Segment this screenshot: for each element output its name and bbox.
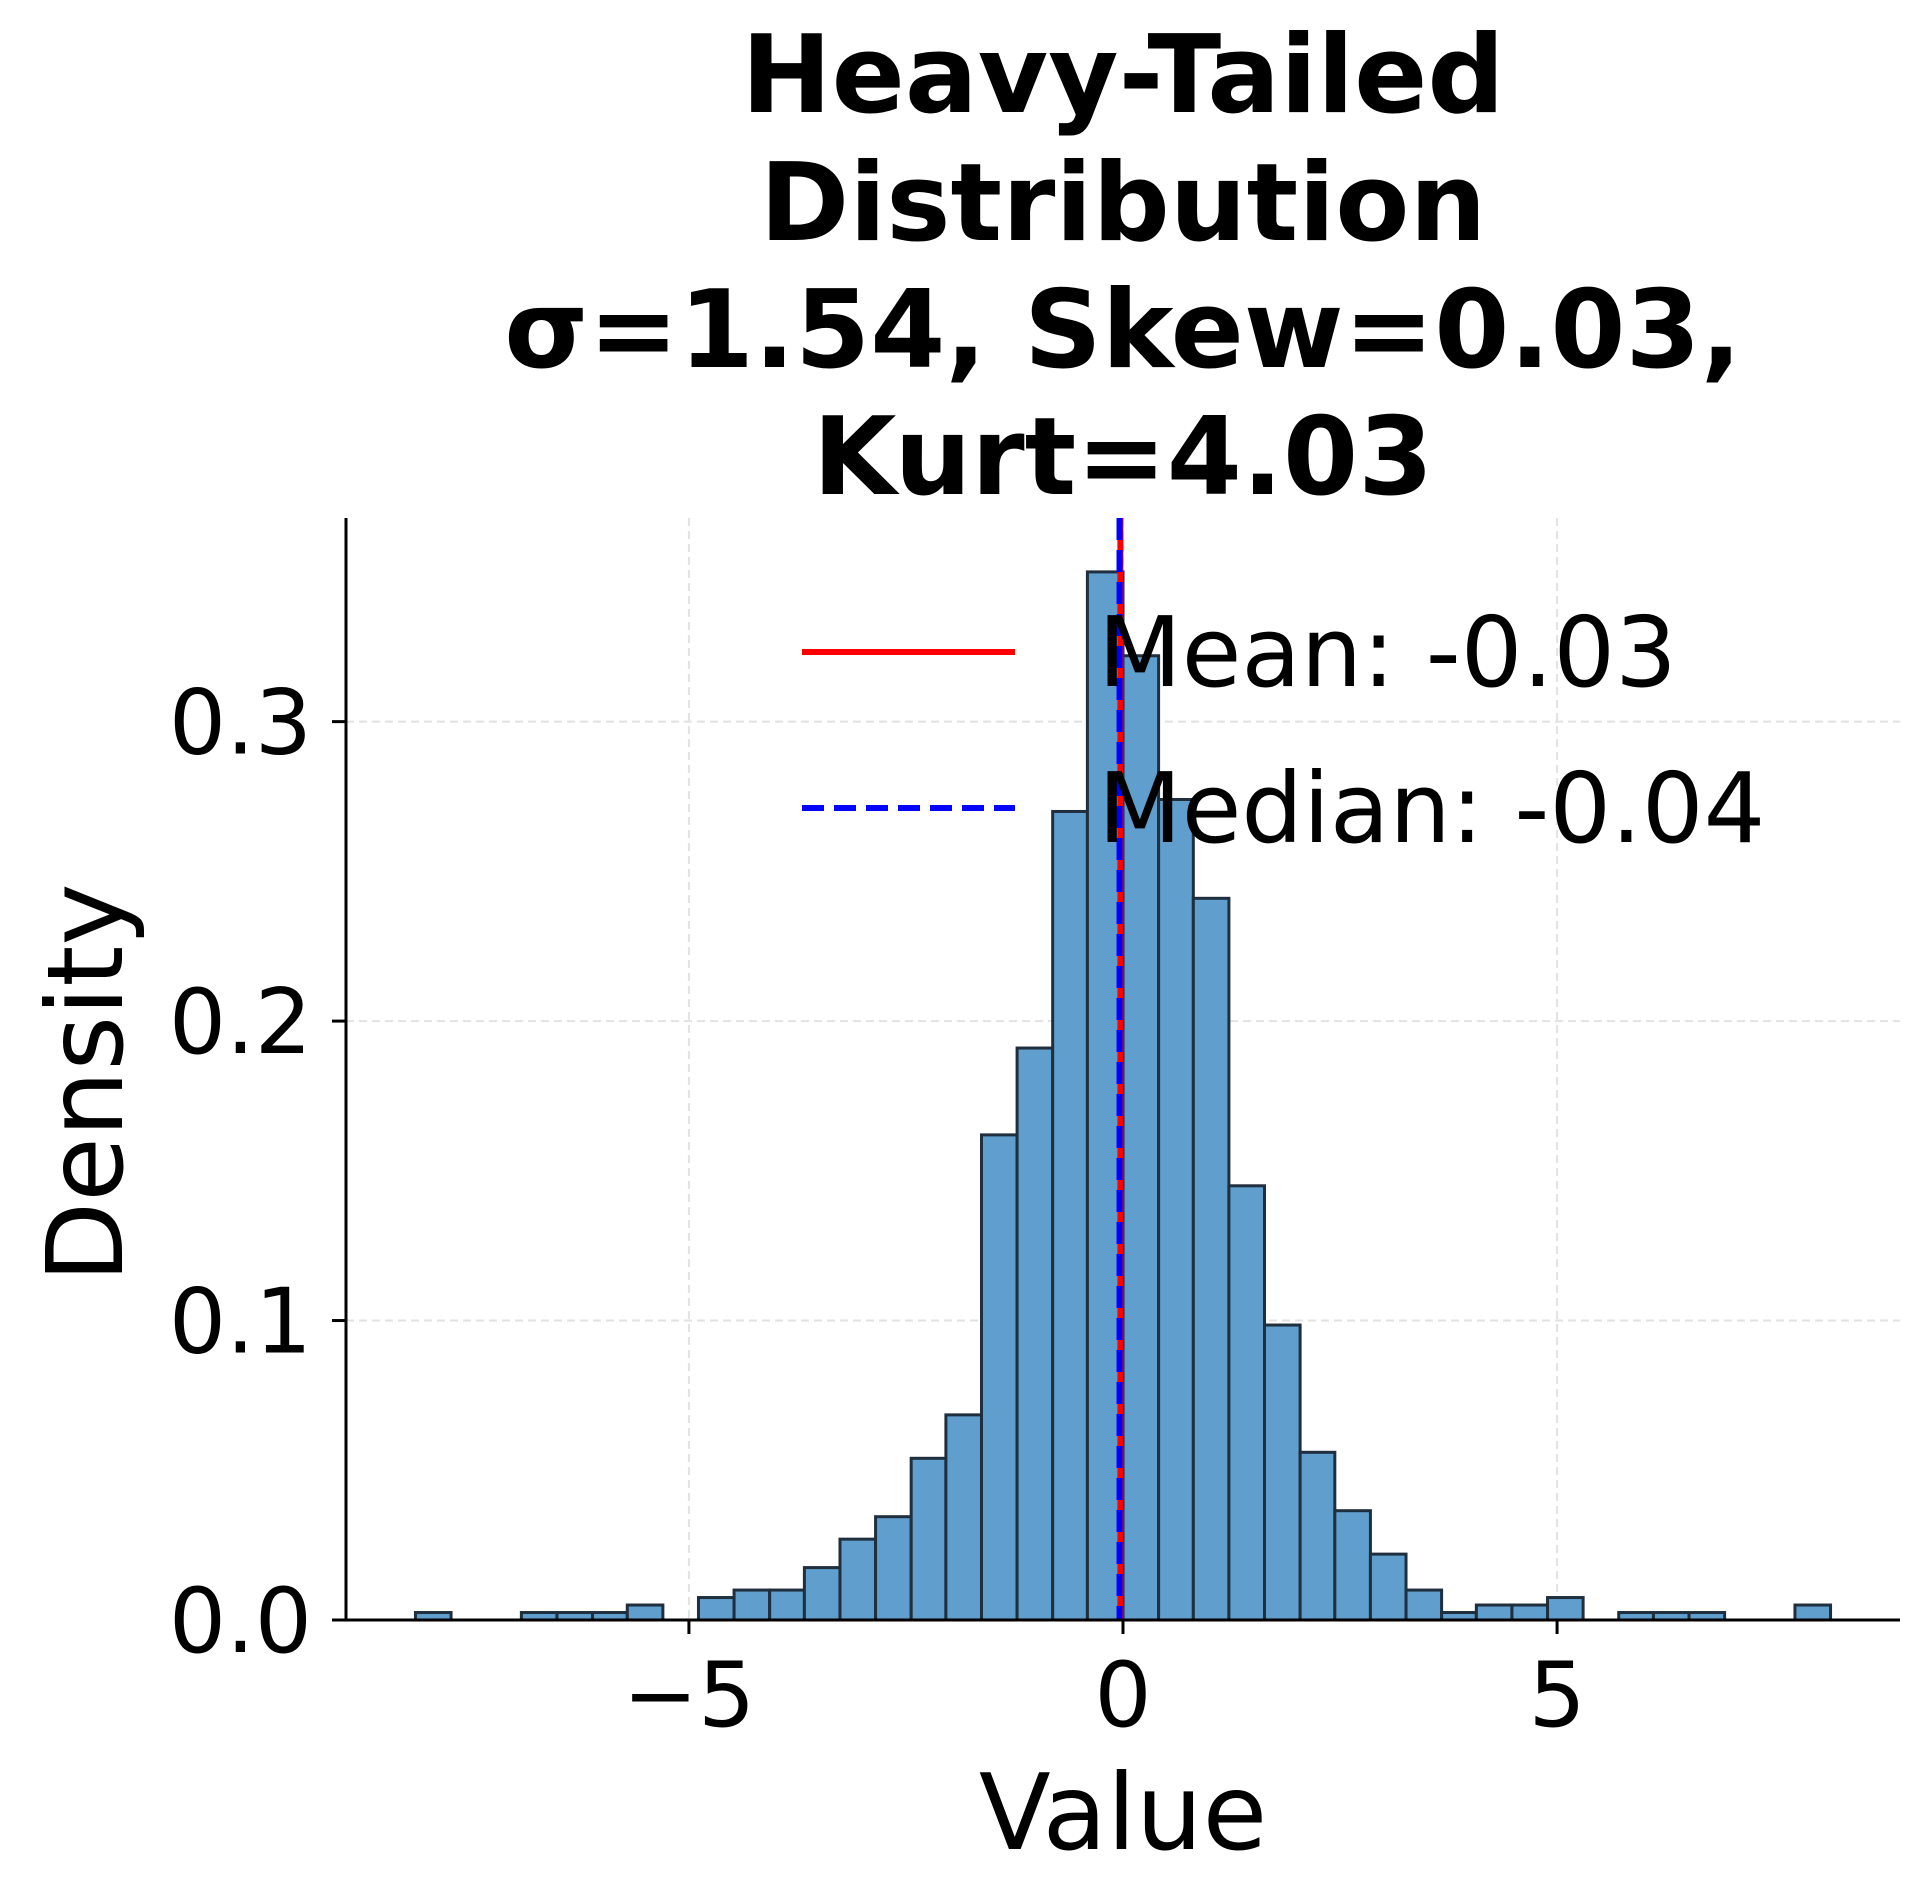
x-tick-label-0: −5 [623, 1643, 756, 1748]
x-tick-label-1: 0 [1094, 1643, 1151, 1748]
chart-title-line-1: Heavy-Tailed [741, 13, 1505, 138]
histogram-bar-7 [768, 1588, 806, 1622]
y-tick-label-2: 0.2 [169, 970, 312, 1075]
histogram-bar-33 [1793, 1603, 1833, 1622]
legend-item-mean: Mean: -0.03 [802, 596, 1677, 709]
histogram-bar-15 [1051, 809, 1089, 1622]
y-tick-label-0: 0.0 [169, 1569, 312, 1674]
histogram-bar-8 [802, 1566, 842, 1622]
y-tick-label-3: 0.3 [169, 671, 312, 776]
x-axis-label: Value [979, 1752, 1267, 1874]
chart-title: Heavy-Tailed Distribution σ=1.54, Skew=0… [504, 13, 1741, 520]
histogram-bar-9 [838, 1537, 878, 1622]
histogram-bar-27 [1474, 1603, 1514, 1622]
histogram-bar-24 [1368, 1552, 1408, 1622]
histogram-bar-4 [625, 1603, 665, 1622]
histogram-bar-6 [732, 1588, 772, 1622]
histogram-bar-29 [1546, 1596, 1585, 1622]
histogram-bar-14 [1015, 1046, 1055, 1622]
histogram-bar-22 [1298, 1450, 1337, 1622]
y-tick-label-1: 0.1 [169, 1270, 312, 1375]
y-axis-label: Density [25, 883, 147, 1282]
histogram-bar-18 [1157, 797, 1195, 1622]
legend-label-median: Median: -0.04 [1098, 752, 1765, 865]
histogram-bar-5 [696, 1596, 736, 1622]
chart-title-line-3: σ=1.54, Skew=0.03, [504, 268, 1741, 393]
histogram-bars [413, 570, 1833, 1622]
x-tick-label-2: 5 [1528, 1643, 1585, 1748]
histogram-bar-20 [1227, 1184, 1267, 1622]
legend: Mean: -0.03 Median: -0.04 [802, 596, 1765, 865]
histogram-bar-10 [874, 1515, 913, 1622]
tick-labels: −5 0 5 0.0 0.1 0.2 0.3 [169, 671, 1586, 1748]
chart-title-line-4: Kurt=4.03 [813, 395, 1434, 520]
histogram-bar-21 [1263, 1323, 1302, 1622]
chart-title-line-2: Distribution [760, 141, 1487, 266]
histogram-bar-17 [1121, 654, 1161, 1622]
histogram-bar-12 [944, 1413, 983, 1622]
legend-item-median: Median: -0.04 [802, 752, 1765, 865]
histogram-bar-13 [979, 1133, 1019, 1622]
histogram-bar-25 [1404, 1588, 1444, 1622]
histogram-bar-11 [909, 1456, 948, 1622]
legend-label-mean: Mean: -0.03 [1098, 596, 1677, 709]
axes [332, 518, 1900, 1634]
histogram-bar-28 [1510, 1603, 1550, 1622]
histogram-bar-23 [1333, 1509, 1372, 1622]
histogram-bar-19 [1191, 896, 1231, 1622]
stat-lines [1116, 518, 1124, 1620]
